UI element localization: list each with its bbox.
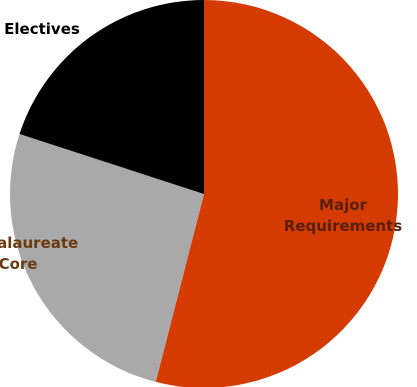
pie-labels: Major Requirements Baccalaureate Core Electi…: [0, 20, 402, 273]
pie-slices: [10, 0, 398, 387]
slice-label-line: Requirements: [284, 217, 403, 235]
slice-label-line: Core: [0, 255, 37, 273]
pie-slice-baccalaureate-core: [10, 134, 204, 382]
slice-label-baccalaureate-core: Baccalaureate Core: [0, 234, 78, 273]
slice-label-line: Electives: [4, 20, 80, 38]
slice-label-major-requirements: Major Requirements: [284, 196, 403, 235]
slice-label-line: Major: [319, 196, 367, 214]
pie-slice-electives: [19, 0, 204, 194]
pie-slice-major-requirements: [155, 0, 398, 387]
slice-label-electives: Electives: [4, 20, 80, 38]
slice-label-line: Baccalaureate: [0, 234, 78, 252]
